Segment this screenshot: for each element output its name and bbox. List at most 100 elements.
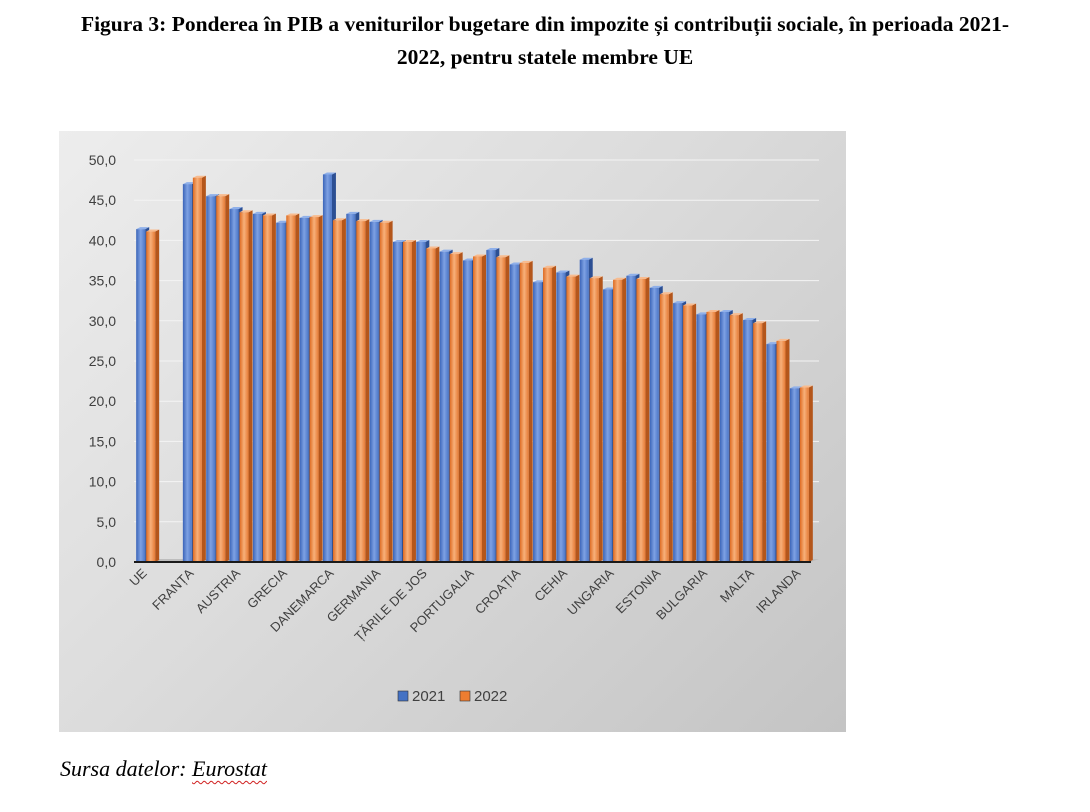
source-prefix: Sursa datelor: bbox=[60, 756, 192, 781]
bar-top-2021 bbox=[369, 219, 383, 222]
bar-side-2022 bbox=[575, 274, 580, 562]
bar-chart: 0,0 5,0 10,0 15,0 20,0 25,0 30,0 35,0 40,0 45,0 50… bbox=[89, 152, 819, 705]
bar-top-2022 bbox=[449, 252, 463, 255]
bar-side-2022 bbox=[738, 313, 743, 562]
bar-2022 bbox=[776, 340, 786, 562]
bar-2021 bbox=[346, 213, 356, 563]
bar-2022 bbox=[356, 221, 366, 562]
bar-side-2022 bbox=[435, 246, 440, 562]
x-category-label: IRLANDA bbox=[753, 565, 804, 616]
bar-side-2022 bbox=[785, 338, 790, 562]
bar-2021 bbox=[392, 242, 402, 562]
bar-2021 bbox=[229, 209, 239, 562]
bar-top-2022 bbox=[659, 292, 673, 295]
y-tick-label: 40,0 bbox=[89, 232, 116, 248]
bar-top-2021 bbox=[322, 172, 336, 175]
bar-2021 bbox=[766, 344, 776, 562]
bar-side-2022 bbox=[645, 276, 650, 562]
bar-top-2021 bbox=[182, 182, 196, 185]
bar-top-2021 bbox=[252, 211, 266, 214]
bar-2021 bbox=[486, 250, 496, 562]
bar-2021 bbox=[556, 272, 566, 562]
bar-2022 bbox=[192, 177, 202, 563]
x-category-label: UE bbox=[126, 565, 150, 589]
bar-2021 bbox=[673, 303, 683, 562]
bar-side-2022 bbox=[715, 309, 720, 562]
bar-top-2021 bbox=[439, 249, 453, 252]
bar-2022 bbox=[426, 248, 436, 562]
bar-2021 bbox=[626, 275, 636, 562]
bar-2021 bbox=[252, 213, 262, 563]
bar-side-2022 bbox=[365, 219, 370, 562]
y-tick-label: 30,0 bbox=[89, 313, 116, 329]
legend-label-2022: 2022 bbox=[474, 688, 507, 705]
bar-2021 bbox=[276, 222, 286, 562]
bar-top-2022 bbox=[753, 321, 767, 324]
bar-side-2022 bbox=[318, 215, 323, 563]
bar-top-2022 bbox=[402, 240, 416, 243]
bar-2021 bbox=[463, 260, 472, 562]
bar-top-2022 bbox=[192, 175, 206, 178]
bar-top-2021 bbox=[392, 240, 406, 243]
bar-side-2022 bbox=[225, 194, 230, 562]
bar-2022 bbox=[706, 311, 716, 562]
bar-top-2022 bbox=[239, 210, 253, 213]
bar-side-2022 bbox=[248, 210, 253, 562]
bar-top-2021 bbox=[649, 285, 663, 288]
bar-top-2021 bbox=[206, 194, 220, 197]
bar-side-2022 bbox=[598, 276, 603, 562]
bar-2022 bbox=[262, 215, 272, 562]
bar-top-2022 bbox=[543, 265, 557, 268]
bar-top-2022 bbox=[356, 219, 370, 222]
bar-top-2021 bbox=[696, 312, 710, 315]
bar-2022 bbox=[449, 254, 459, 562]
bar-top-2021 bbox=[579, 257, 593, 260]
bar-top-2021 bbox=[276, 220, 290, 223]
bar-top-2022 bbox=[589, 276, 603, 279]
figure-title: Figura 3: Ponderea în PIB a veniturilor … bbox=[80, 12, 1010, 69]
bar-top-2021 bbox=[673, 301, 687, 304]
bar-2021 bbox=[299, 217, 309, 562]
bar-top-2022 bbox=[309, 215, 323, 218]
bar-2021 bbox=[743, 319, 753, 562]
bar-side-2022 bbox=[505, 255, 510, 562]
y-tick-label: 20,0 bbox=[89, 393, 116, 409]
bar-2021 bbox=[206, 196, 216, 562]
bar-2022 bbox=[519, 262, 529, 562]
y-tick-label: 10,0 bbox=[89, 474, 116, 490]
bar-top-2022 bbox=[332, 218, 346, 221]
bar-2022 bbox=[496, 257, 506, 562]
bar-2021 bbox=[416, 242, 426, 562]
y-tick-label: 50,0 bbox=[89, 152, 116, 168]
bar-top-2022 bbox=[286, 213, 300, 216]
bar-2022 bbox=[799, 387, 809, 562]
bar-2022 bbox=[683, 305, 693, 562]
y-tick-label: 45,0 bbox=[89, 192, 116, 208]
bar-side-2022 bbox=[271, 213, 276, 562]
bar-top-2022 bbox=[216, 194, 230, 197]
bar-2021 bbox=[322, 174, 332, 563]
bar-side-2022 bbox=[668, 292, 673, 562]
bar-side-2022 bbox=[458, 252, 463, 562]
bar-top-2021 bbox=[626, 273, 640, 276]
bar-side-2022 bbox=[411, 240, 416, 562]
bar-side-2022 bbox=[295, 213, 300, 562]
bar-2021 bbox=[369, 221, 379, 562]
x-category-label: MALTA bbox=[717, 565, 757, 605]
bar-top-2021 bbox=[719, 309, 733, 312]
bar-side-2022 bbox=[528, 260, 533, 562]
bar-side-2022 bbox=[388, 220, 393, 562]
bar-2022 bbox=[286, 215, 296, 562]
bar-2021 bbox=[533, 282, 543, 562]
bar-2022 bbox=[636, 278, 646, 562]
bar-top-2021 bbox=[603, 287, 617, 290]
bar-2021 bbox=[509, 264, 519, 562]
bar-2021 bbox=[696, 314, 706, 562]
bar-2021 bbox=[182, 184, 192, 562]
legend-swatch-2022 bbox=[459, 690, 471, 702]
bar-top-2021 bbox=[136, 227, 150, 230]
bar-2022 bbox=[146, 231, 156, 562]
bar-top-2021 bbox=[463, 258, 476, 261]
bar-2022 bbox=[659, 294, 669, 562]
bar-side-2022 bbox=[155, 229, 160, 562]
